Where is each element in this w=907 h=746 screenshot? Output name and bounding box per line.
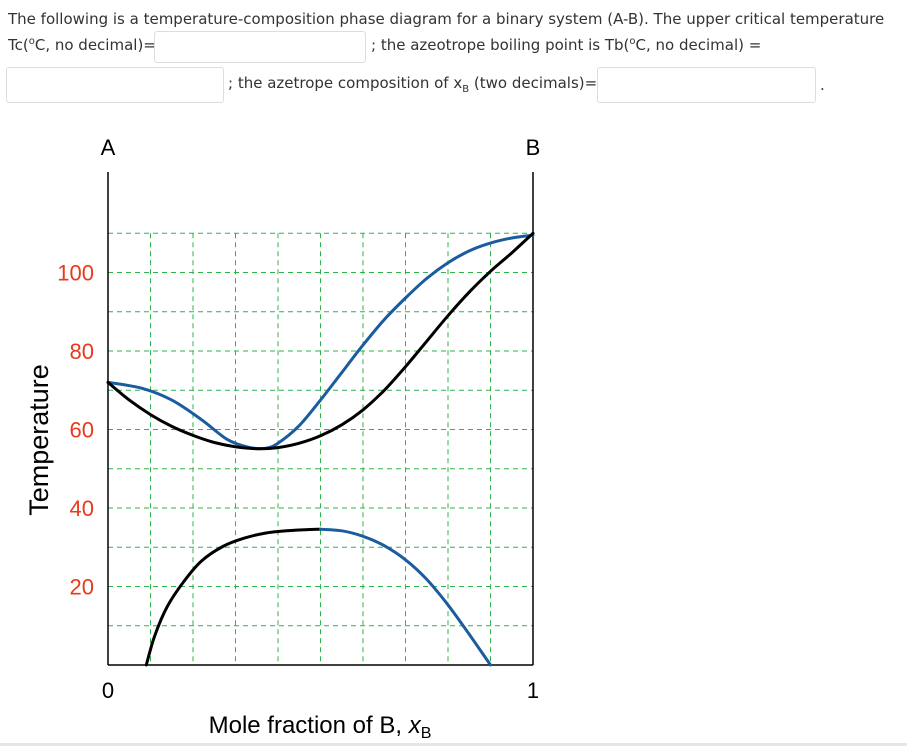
x-axis-label-sub: B: [421, 725, 432, 742]
y-tick-label: 20: [70, 575, 94, 600]
xb-prefix: ; the azetrope composition of x: [228, 74, 463, 92]
lower-right-curve: [319, 527, 492, 667]
y-tick-label: 80: [70, 339, 94, 364]
curves: [106, 231, 535, 667]
question-line-1: The following is a temperature-compositi…: [8, 10, 885, 28]
xb-answer-input[interactable]: [597, 67, 816, 103]
x-axis-label: Mole fraction of B, xB: [209, 712, 432, 742]
tb-suffix: C, no decimal) =: [635, 36, 762, 54]
y-tick-label: 60: [70, 418, 94, 443]
axes: [107, 172, 534, 666]
question-line-3: ; the azetrope composition of xB (two de…: [228, 73, 598, 95]
question-line-2: Tc(oC, no decimal)=: [8, 35, 156, 55]
liquid-curve: [106, 231, 535, 451]
bottom-divider: [0, 743, 907, 746]
tc-suffix: C, no decimal)=: [34, 36, 156, 54]
xb-subscript: B: [462, 84, 470, 95]
labels: A B Temperature Mole fraction of B, xB 2…: [24, 135, 540, 742]
label-component-a: A: [101, 135, 116, 160]
tb-prefix: ; the azeotrope boiling point is Tb(: [371, 36, 630, 54]
tb-answer-input[interactable]: [6, 67, 224, 103]
degree-symbol-tc: o: [28, 36, 35, 47]
x-tick-label: 0: [102, 678, 114, 703]
vapor-curve: [106, 233, 535, 451]
tc-prefix: Tc(: [8, 36, 29, 54]
degree-symbol-tb: o: [629, 36, 636, 47]
end-period: .: [820, 76, 825, 94]
y-tick-label: 100: [57, 261, 94, 286]
label-component-b: B: [526, 135, 541, 160]
y-tick-label: 40: [70, 496, 94, 521]
xb-suffix: (two decimals)=: [469, 74, 598, 92]
x-axis-label-text: Mole fraction of B,: [209, 712, 409, 739]
lower-left-curve: [144, 527, 322, 667]
x-axis-label-var: x: [408, 712, 422, 739]
question-line-2b: ; the azeotrope boiling point is Tb(oC, …: [371, 35, 761, 55]
y-axis-label: Temperature: [24, 364, 54, 516]
grid: [108, 232, 533, 665]
tc-answer-input[interactable]: [154, 31, 366, 63]
x-tick-label: 1: [527, 678, 539, 703]
